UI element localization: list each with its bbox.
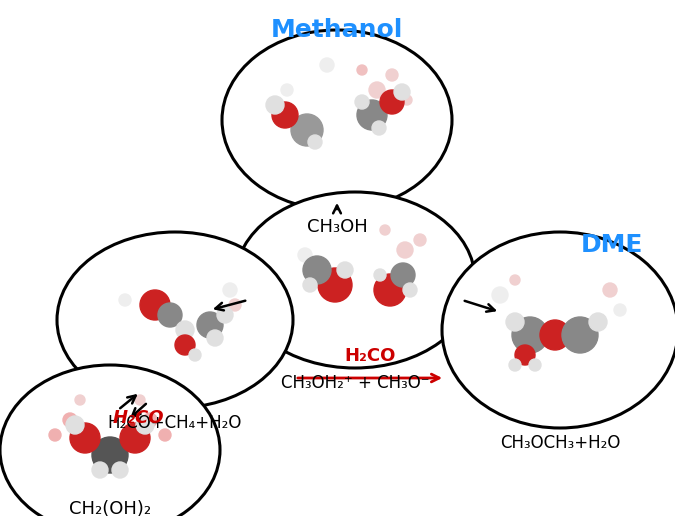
Circle shape [159,429,171,441]
Ellipse shape [235,192,475,368]
Circle shape [143,413,157,427]
Circle shape [372,121,386,135]
Circle shape [119,294,131,306]
Circle shape [355,95,369,109]
Circle shape [85,425,95,435]
Text: CH₃OCH₃+H₂O: CH₃OCH₃+H₂O [500,434,620,452]
Circle shape [337,262,353,278]
Circle shape [303,256,331,284]
Circle shape [540,320,570,350]
Ellipse shape [222,30,452,210]
Text: CH₃OH₂⁺ + CH₃O⁻: CH₃OH₂⁺ + CH₃O⁻ [281,374,429,392]
Circle shape [614,304,626,316]
Circle shape [176,321,194,339]
Circle shape [515,345,535,365]
Circle shape [414,234,426,246]
Circle shape [49,429,61,441]
Text: H₂CO: H₂CO [344,347,396,365]
Text: CH₃OH: CH₃OH [306,218,367,236]
Circle shape [403,283,417,297]
Circle shape [492,287,508,303]
Text: Methanol: Methanol [271,18,403,42]
Circle shape [394,84,410,100]
Circle shape [136,416,154,434]
Circle shape [266,96,284,114]
Circle shape [380,225,390,235]
Circle shape [281,84,293,96]
Circle shape [92,462,108,478]
Circle shape [374,274,406,306]
Circle shape [320,58,334,72]
Circle shape [562,317,598,353]
Text: H₂CO: H₂CO [112,409,164,427]
Circle shape [506,313,524,331]
Circle shape [112,462,128,478]
Circle shape [603,283,617,297]
Circle shape [229,299,241,311]
Circle shape [63,413,77,427]
Circle shape [75,395,85,405]
Circle shape [217,307,233,323]
Circle shape [189,349,201,361]
Circle shape [92,437,128,473]
Circle shape [298,248,312,262]
Circle shape [391,263,415,287]
Ellipse shape [0,365,220,516]
Circle shape [318,268,352,302]
Circle shape [397,242,413,258]
Circle shape [272,102,298,128]
Text: H₂CO+CH₄+H₂O: H₂CO+CH₄+H₂O [108,414,242,432]
Ellipse shape [57,232,293,408]
Circle shape [380,90,404,114]
Circle shape [291,114,323,146]
Circle shape [140,290,170,320]
Circle shape [510,275,520,285]
Circle shape [135,395,145,405]
Circle shape [158,303,182,327]
Circle shape [175,335,195,355]
Circle shape [223,283,237,297]
Ellipse shape [442,232,675,428]
Circle shape [125,425,135,435]
Circle shape [70,423,100,453]
Circle shape [66,416,84,434]
Circle shape [529,359,541,371]
Circle shape [207,330,223,346]
Circle shape [303,278,317,292]
Circle shape [120,423,150,453]
Circle shape [509,359,521,371]
Circle shape [589,313,607,331]
Circle shape [197,312,223,338]
Circle shape [386,69,398,81]
Circle shape [374,269,386,281]
Circle shape [369,82,385,98]
Circle shape [357,100,387,130]
Text: CH₂(OH)₂: CH₂(OH)₂ [69,500,151,516]
Circle shape [512,317,548,353]
Text: DME: DME [580,233,643,257]
Circle shape [402,95,412,105]
Circle shape [357,65,367,75]
Circle shape [308,135,322,149]
